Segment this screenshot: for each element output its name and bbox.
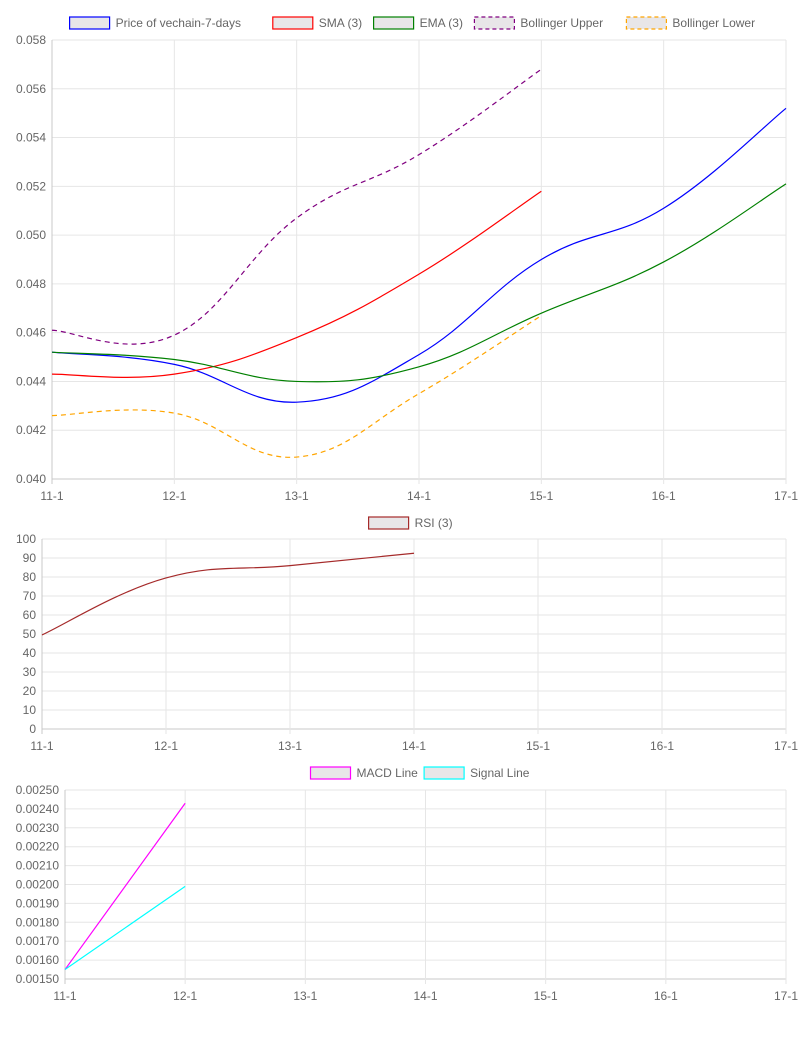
series-line-0-4 [51,315,542,458]
y-tick-label: 50 [23,627,37,641]
legend-item[interactable]: Signal Line [423,766,530,780]
y-tick-label: 70 [23,589,37,603]
legend: RSI (3) [368,516,453,530]
legend-label: Price of vechain-7-days [116,16,241,30]
x-tick-label: 15-1 [534,989,558,1003]
legend-label: MACD Line [357,766,419,780]
legend-item[interactable]: SMA (3) [272,16,362,30]
series-line-1-0 [41,552,415,636]
y-tick-label: 0.00220 [16,840,60,854]
y-tick-label: 0.054 [16,131,46,145]
x-tick-label: 17-1 [774,989,798,1003]
x-tick-label: 16-1 [652,489,676,503]
legend-item[interactable]: MACD Line [309,766,419,780]
y-tick-label: 0.00250 [16,783,60,797]
series-line-0-3 [51,68,542,345]
legend-label: EMA (3) [420,16,463,30]
series-line-2-0 [64,802,186,970]
price-chart: 0.040 0.042 0.044 0.046 0.048 0.050 0.052 0.054… [16,16,798,503]
y-tick-label: 100 [16,532,36,546]
x-tick-label: 13-1 [278,739,302,753]
series-line-0-1 [51,190,542,378]
y-tick-label: 0.00230 [16,821,60,835]
rsi-chart: 0 10 20 30 40 50 60 70 80 90 100 11-1 12-1 13-1 14-1 15… [16,516,798,753]
x-tick-label: 13-1 [293,989,317,1003]
x-tick-label: 13-1 [285,489,309,503]
y-tick-label: 0.00240 [16,802,60,816]
legend-label: Bollinger Upper [520,16,603,30]
x-tick-label: 15-1 [526,739,550,753]
legend-swatch [368,516,410,530]
legend-swatch [625,16,668,30]
series-line-2-1 [64,885,186,971]
y-tick-label: 0.00160 [16,953,60,967]
legend-item[interactable]: Bollinger Lower [625,16,755,30]
legend-swatch [68,16,111,30]
y-tick-label: 10 [23,703,37,717]
y-tick-label: 0.048 [16,277,46,291]
y-tick-label: 80 [23,570,37,584]
legend-swatch [423,766,465,780]
x-tick-label: 11-1 [30,739,53,753]
y-tick-label: 0.052 [16,179,46,193]
y-tick-label: 0.00200 [16,878,60,892]
y-tick-label: 0.044 [16,374,46,388]
legend-label: SMA (3) [319,16,362,30]
y-tick-label: 0.042 [16,423,46,437]
legend-label: RSI (3) [415,516,453,530]
legend: MACD Line Signal Line [309,766,530,780]
y-tick-label: 0.00170 [16,934,60,948]
series-line-0-2 [51,183,787,383]
y-tick-label: 20 [23,684,37,698]
legend-label: Bollinger Lower [672,16,755,30]
macd-chart: 0.00150 0.00160 0.00170 0.00180 0.00190 0.002… [16,766,799,1003]
legend-swatch [272,16,314,30]
y-tick-label: 0.058 [16,33,46,47]
x-tick-label: 15-1 [529,489,553,503]
y-tick-label: 0.046 [16,326,46,340]
series-line-0-0 [51,107,787,403]
legend-swatch [373,16,415,30]
y-tick-label: 0.00190 [16,896,60,910]
y-tick-label: 0.00210 [16,859,60,873]
x-tick-label: 12-1 [162,489,186,503]
x-tick-label: 14-1 [407,489,431,503]
legend-swatch [473,16,515,30]
y-tick-label: 40 [23,646,37,660]
x-tick-label: 11-1 [40,489,63,503]
y-tick-label: 0.00150 [16,972,60,986]
y-tick-label: 0.056 [16,82,46,96]
legend-item[interactable]: EMA (3) [373,16,463,30]
y-tick-label: 0.040 [16,472,46,486]
y-tick-label: 0 [29,722,36,736]
legend: Price of vechain-7-days SMA (3) EMA (3) Bol… [68,16,755,30]
x-tick-label: 14-1 [402,739,426,753]
y-tick-label: 60 [23,608,37,622]
x-tick-label: 17-1 [774,489,798,503]
x-tick-label: 17-1 [774,739,798,753]
x-tick-label: 12-1 [173,989,197,1003]
y-tick-label: 0.050 [16,228,46,242]
legend-item[interactable]: Bollinger Upper [473,16,603,30]
legend-label: Signal Line [470,766,530,780]
x-tick-label: 14-1 [413,989,437,1003]
x-tick-label: 12-1 [154,739,178,753]
y-tick-label: 90 [23,551,37,565]
y-tick-label: 30 [23,665,37,679]
x-tick-label: 11-1 [53,989,76,1003]
legend-item[interactable]: RSI (3) [368,516,453,530]
y-tick-label: 0.00180 [16,915,60,929]
legend-item[interactable]: Price of vechain-7-days [68,16,241,30]
x-tick-label: 16-1 [654,989,678,1003]
x-tick-label: 16-1 [650,739,674,753]
legend-swatch [309,766,352,780]
